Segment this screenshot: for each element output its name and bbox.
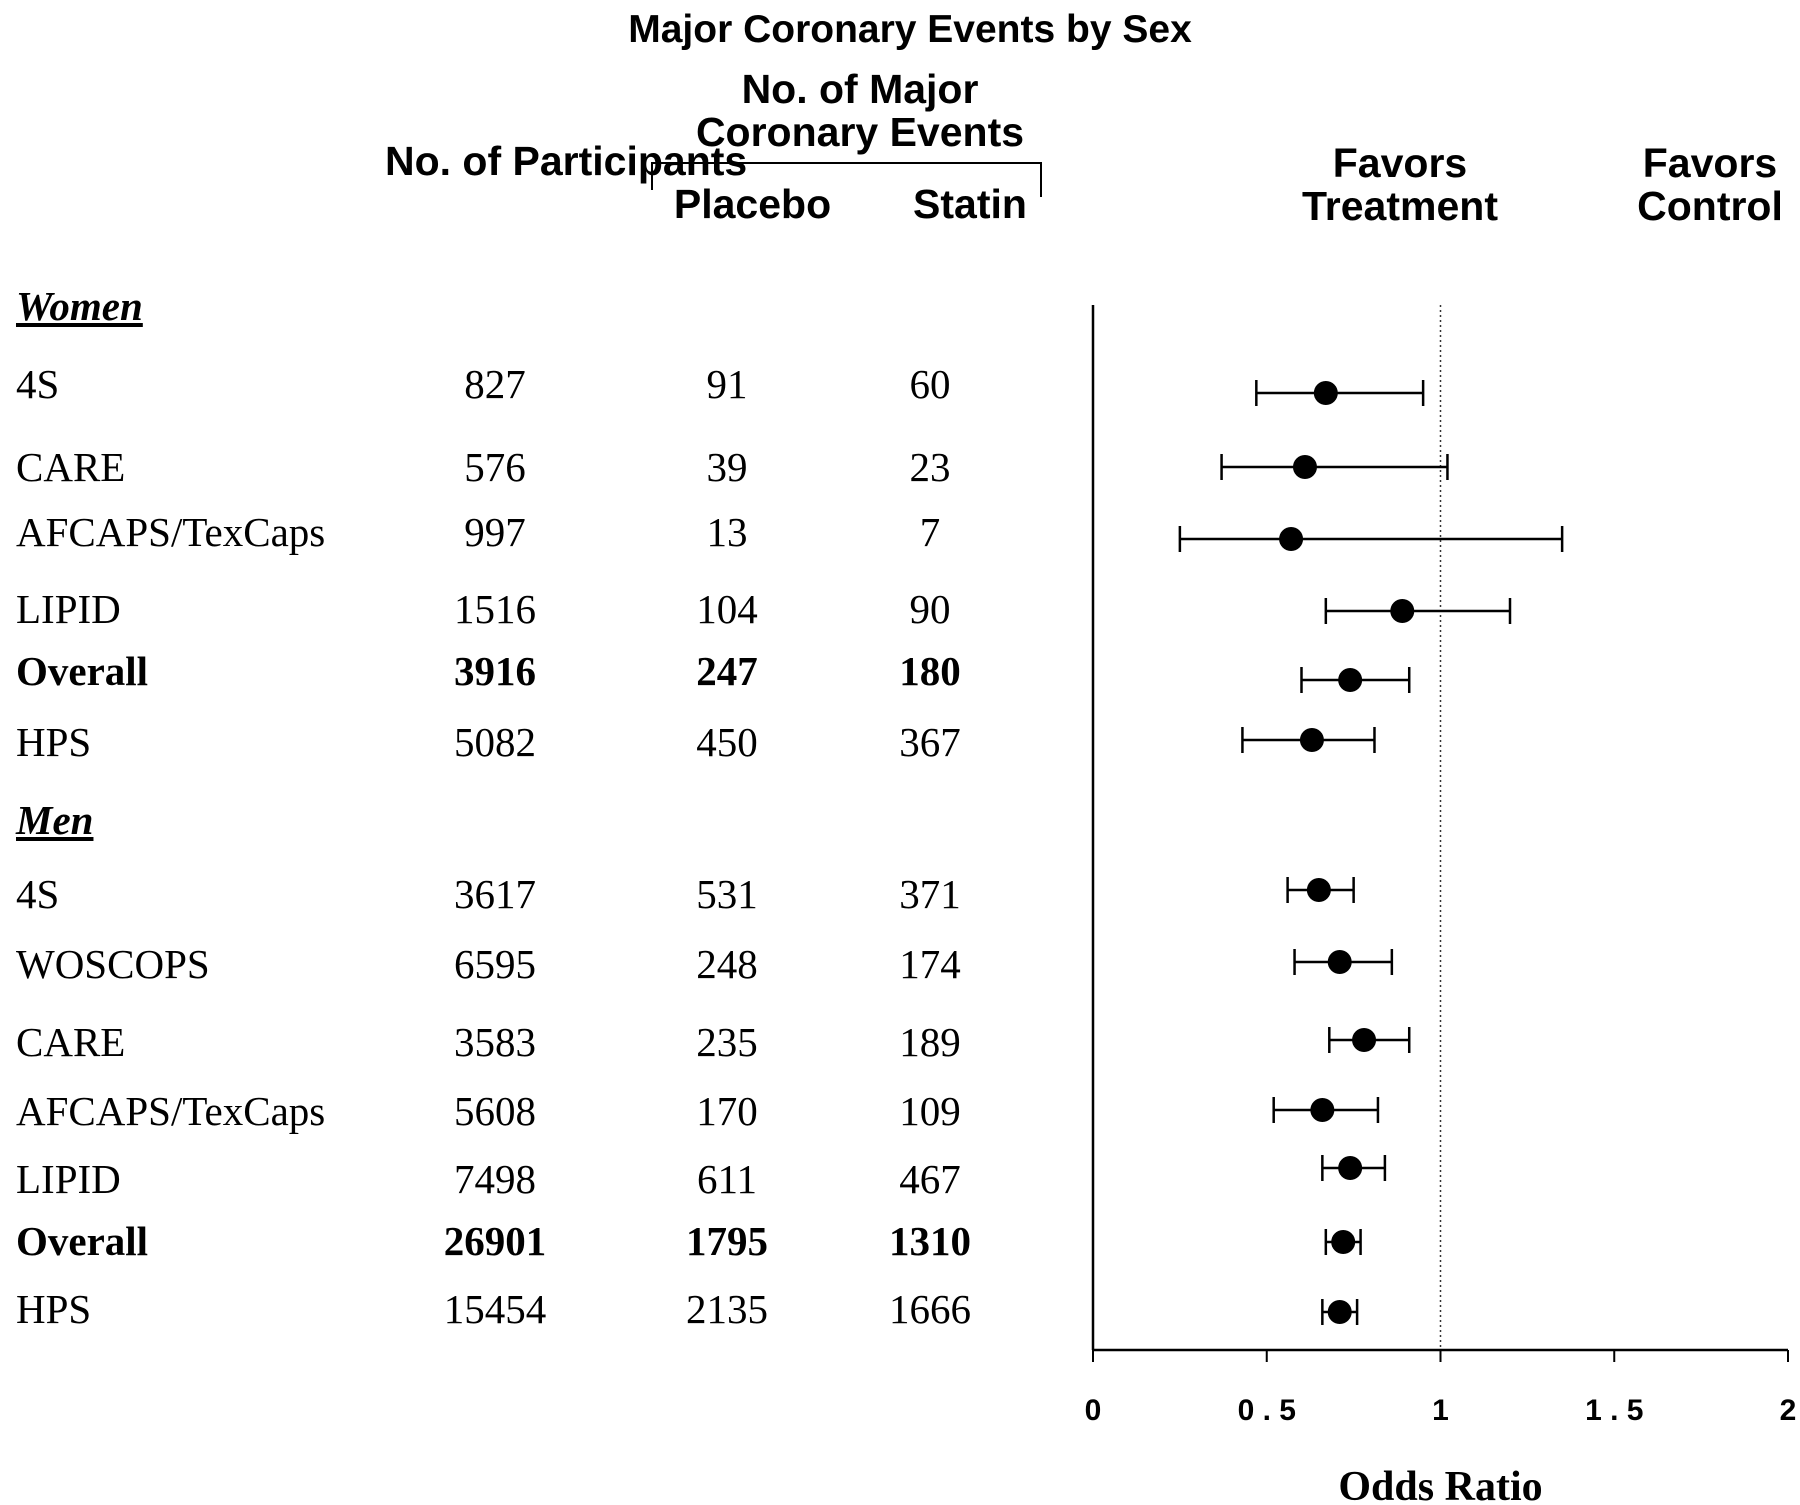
odds-ratio-point [1327,950,1352,974]
placebo-value: 91 [706,361,748,407]
x-tick-label: 2 [1780,1394,1797,1427]
odds-ratio-point [1338,668,1363,692]
events-group-header: No. of Major Coronary Events [680,68,1040,154]
statin-value: 23 [909,444,951,490]
study-label: LIPID [16,1156,121,1202]
participants-value: 5082 [454,719,536,765]
odds-ratio-point [1279,527,1304,551]
participants-value: 6595 [454,941,536,987]
favors-control-text: Favors Control [1637,140,1783,229]
placebo-value: 39 [706,444,748,490]
placebo-value: 2135 [686,1286,768,1332]
statin-value: 174 [899,941,961,987]
participants-value: 5608 [454,1088,536,1134]
statin-header: Statin [913,181,1027,227]
statin-value: 371 [899,871,961,917]
study-label: AFCAPS/TexCaps [16,1088,326,1134]
placebo-value: 611 [697,1156,757,1202]
participants-value: 997 [464,509,526,555]
odds-ratio-point [1352,1028,1377,1052]
placebo-value: 13 [706,509,748,555]
statin-value: 1310 [889,1218,971,1264]
placebo-value: 247 [696,648,758,694]
x-tick-label: 0 . 5 [1238,1394,1296,1427]
placebo-value: 531 [696,871,758,917]
statin-value: 1666 [889,1286,971,1332]
events-bracket [651,162,1042,197]
statin-value: 180 [899,648,961,694]
participants-value: 15454 [443,1286,547,1332]
participants-value: 3617 [454,871,536,917]
participants-value: 7498 [454,1156,536,1202]
participants-value: 827 [464,361,526,407]
x-axis-label: Odds Ratio [1338,1464,1542,1505]
placebo-value: 450 [696,719,758,765]
participants-value: 1516 [454,586,536,632]
placebo-value: 248 [696,941,758,987]
study-label: Overall [16,1218,149,1264]
chart-title: Major Coronary Events by Sex [628,8,1192,51]
x-tick-label: 0 [1085,1394,1102,1427]
x-tick-label: 1 [1432,1394,1449,1427]
participants-value: 576 [464,444,526,490]
odds-ratio-point [1292,455,1317,479]
placebo-value: 1795 [686,1218,768,1264]
odds-ratio-point [1313,381,1338,405]
placebo-value: 235 [696,1019,758,1065]
odds-ratio-point [1338,1156,1363,1180]
statin-value: 60 [909,361,951,407]
statin-value: 7 [919,509,941,555]
odds-ratio-point [1390,599,1415,623]
statin-value: 367 [899,719,961,765]
odds-ratio-point [1310,1098,1335,1122]
odds-ratio-point [1331,1230,1356,1254]
favors-control-label: Favors Control [1610,142,1800,228]
study-label: 4S [16,361,60,407]
statin-value: 109 [899,1088,961,1134]
study-label: 4S [16,871,60,917]
study-label: CARE [16,444,126,490]
participants-value: 3583 [454,1019,536,1065]
study-label: LIPID [16,586,121,632]
events-group-header-text: No. of Major Coronary Events [695,66,1025,155]
study-label: HPS [16,1286,92,1332]
section-header-0: Women [16,283,143,329]
participants-header-text: No. of Participants [385,138,748,184]
favors-treatment-text: Favors Treatment [1302,140,1498,229]
odds-ratio-point [1299,728,1324,752]
participants-value: 26901 [443,1218,547,1264]
statin-value: 467 [899,1156,961,1202]
statin-value: 90 [909,586,951,632]
placebo-header: Placebo [673,181,832,227]
study-label: HPS [16,719,92,765]
placebo-value: 170 [696,1088,758,1134]
odds-ratio-point [1306,878,1331,902]
favors-treatment-label: Favors Treatment [1280,142,1520,228]
odds-ratio-point [1327,1300,1352,1324]
statin-value: 189 [899,1019,961,1065]
study-label: WOSCOPS [16,941,210,987]
placebo-value: 104 [696,586,758,632]
study-label: AFCAPS/TexCaps [16,509,326,555]
section-header-1: Men [16,797,94,843]
study-label: CARE [16,1019,126,1065]
x-tick-label: 1 . 5 [1585,1394,1643,1427]
study-label: Overall [16,648,149,694]
participants-header: No. of Participants [385,140,747,183]
participants-value: 3916 [454,648,536,694]
